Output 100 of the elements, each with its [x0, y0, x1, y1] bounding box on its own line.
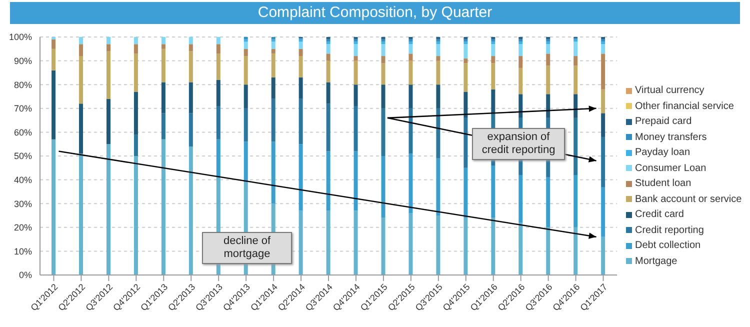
- y-tick-label: 90%: [14, 56, 32, 66]
- bar: [354, 84, 358, 106]
- bar: [436, 84, 440, 108]
- bar: [518, 68, 523, 94]
- bar: [491, 44, 496, 56]
- bar: [79, 44, 84, 56]
- bar: [326, 104, 330, 152]
- bar: [52, 48, 56, 70]
- bar: [134, 44, 138, 54]
- bar: [52, 70, 56, 140]
- bar: [298, 39, 303, 42]
- bar: [601, 136, 606, 187]
- bar: [436, 158, 440, 216]
- bar: [271, 42, 276, 49]
- bar: [574, 42, 578, 56]
- y-tick-label: 60%: [14, 127, 32, 138]
- bar: [326, 39, 330, 42]
- bar: [79, 37, 84, 44]
- bar: [298, 144, 303, 211]
- bar: [518, 94, 523, 118]
- bar: [464, 168, 468, 218]
- bar: [188, 44, 193, 52]
- bar: [188, 113, 193, 146]
- legend-label: Virtual currency: [635, 85, 704, 96]
- bar: [188, 51, 193, 82]
- bar: [134, 37, 138, 44]
- bar: [491, 63, 496, 90]
- bar: [408, 213, 413, 275]
- bar: [161, 48, 166, 82]
- y-tick-label: 70%: [14, 104, 32, 114]
- bar: [326, 151, 330, 211]
- bar: [546, 54, 550, 66]
- bar: [106, 37, 110, 44]
- bar: [546, 39, 550, 42]
- bar: [546, 227, 550, 275]
- bar: [601, 236, 606, 275]
- bar: [518, 56, 523, 68]
- bar: [491, 39, 496, 42]
- bar: [244, 48, 248, 56]
- y-tick-label: 40%: [14, 174, 32, 185]
- y-tick-label: 30%: [14, 198, 32, 209]
- y-tick-label: 20%: [14, 222, 32, 233]
- bar: [491, 218, 496, 275]
- bar: [436, 216, 440, 275]
- bar: [518, 222, 523, 275]
- legend-label: Payday loan: [635, 147, 690, 158]
- bar: [574, 118, 578, 176]
- bar: [381, 108, 386, 156]
- legend-label: Debt collection: [635, 240, 701, 252]
- bar: [601, 89, 606, 114]
- bar: [271, 48, 276, 54]
- bar: [601, 39, 606, 42]
- bar: [161, 113, 166, 140]
- bar: [464, 63, 468, 92]
- bar: [216, 37, 220, 44]
- y-tick-label: 50%: [14, 151, 32, 162]
- bar: [216, 80, 220, 106]
- bar: [326, 44, 330, 54]
- legend-label: Consumer Loan: [635, 162, 706, 174]
- bar: [491, 89, 496, 114]
- bar: [298, 42, 303, 49]
- bar: [188, 37, 193, 44]
- bar: [381, 39, 386, 42]
- chart-title: Complaint Composition, by Quarter: [10, 2, 740, 24]
- bar: [518, 44, 523, 56]
- bar: [79, 104, 84, 154]
- bar: [464, 58, 468, 64]
- bar: [546, 66, 550, 94]
- bar: [298, 77, 303, 99]
- legend-label: Student loan: [635, 178, 692, 190]
- bar: [244, 108, 248, 142]
- bar: [216, 139, 220, 178]
- bar: [574, 94, 578, 118]
- bar: [464, 92, 468, 118]
- bar: [381, 63, 386, 85]
- bar: [298, 48, 303, 56]
- bar: [464, 39, 468, 42]
- bar: [161, 82, 166, 114]
- bar: [106, 144, 110, 275]
- bar: [574, 66, 578, 94]
- bar: [326, 82, 330, 104]
- bar: [574, 56, 578, 66]
- legend-label: Credit card: [635, 209, 684, 220]
- bar: [491, 56, 496, 64]
- bar: [244, 56, 248, 85]
- bar: [326, 210, 330, 275]
- bar: [271, 142, 276, 204]
- bar: [271, 54, 276, 78]
- bar: [244, 39, 248, 42]
- bar: [546, 177, 550, 228]
- bar: [574, 227, 578, 275]
- bar: [518, 39, 523, 42]
- bar: [79, 154, 84, 275]
- bar: [381, 218, 386, 275]
- bar: [464, 118, 468, 168]
- bar: [354, 60, 358, 85]
- bar: [216, 54, 220, 80]
- bar: [271, 77, 276, 99]
- y-tick-label: 10%: [14, 246, 32, 256]
- bar: [298, 210, 303, 275]
